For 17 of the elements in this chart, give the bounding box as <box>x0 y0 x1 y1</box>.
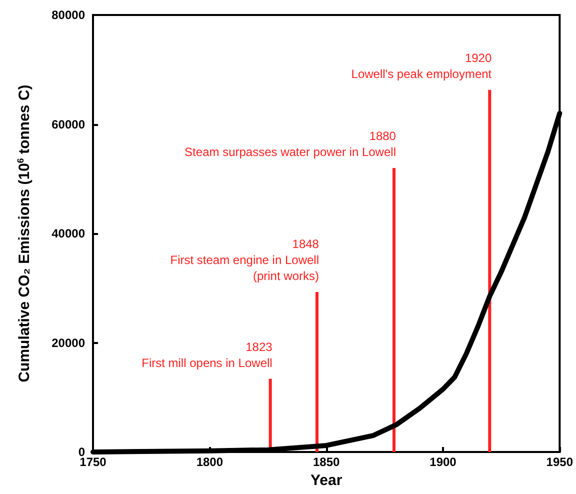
bar <box>315 292 318 452</box>
annotation: 1823 First mill opens in Lowell <box>142 340 273 370</box>
x-tick-label: 1900 <box>430 455 457 469</box>
y-tick-label: 80000 <box>52 8 86 22</box>
x-tick-label: 1800 <box>196 455 224 469</box>
annotation: 1880 Steam surpasses water power in Lowell <box>184 128 396 159</box>
annotation: 1920 Lowell's peak employment <box>351 50 492 81</box>
x-tick-label: 1950 <box>546 455 574 469</box>
y-tick-label: 20000 <box>52 336 86 350</box>
y-axis-title: Cumulative CO₂ Emissions (106 tonnes C) <box>16 84 33 382</box>
x-axis-title: Year <box>310 472 342 489</box>
annotation: 1848 First steam engine in Lowell (print works) <box>170 236 320 283</box>
bar <box>392 168 396 452</box>
bar <box>488 90 492 452</box>
y-tick-label: 40000 <box>52 226 86 240</box>
x-tick-label: 1850 <box>312 455 340 469</box>
y-tick-label: 60000 <box>52 117 86 132</box>
